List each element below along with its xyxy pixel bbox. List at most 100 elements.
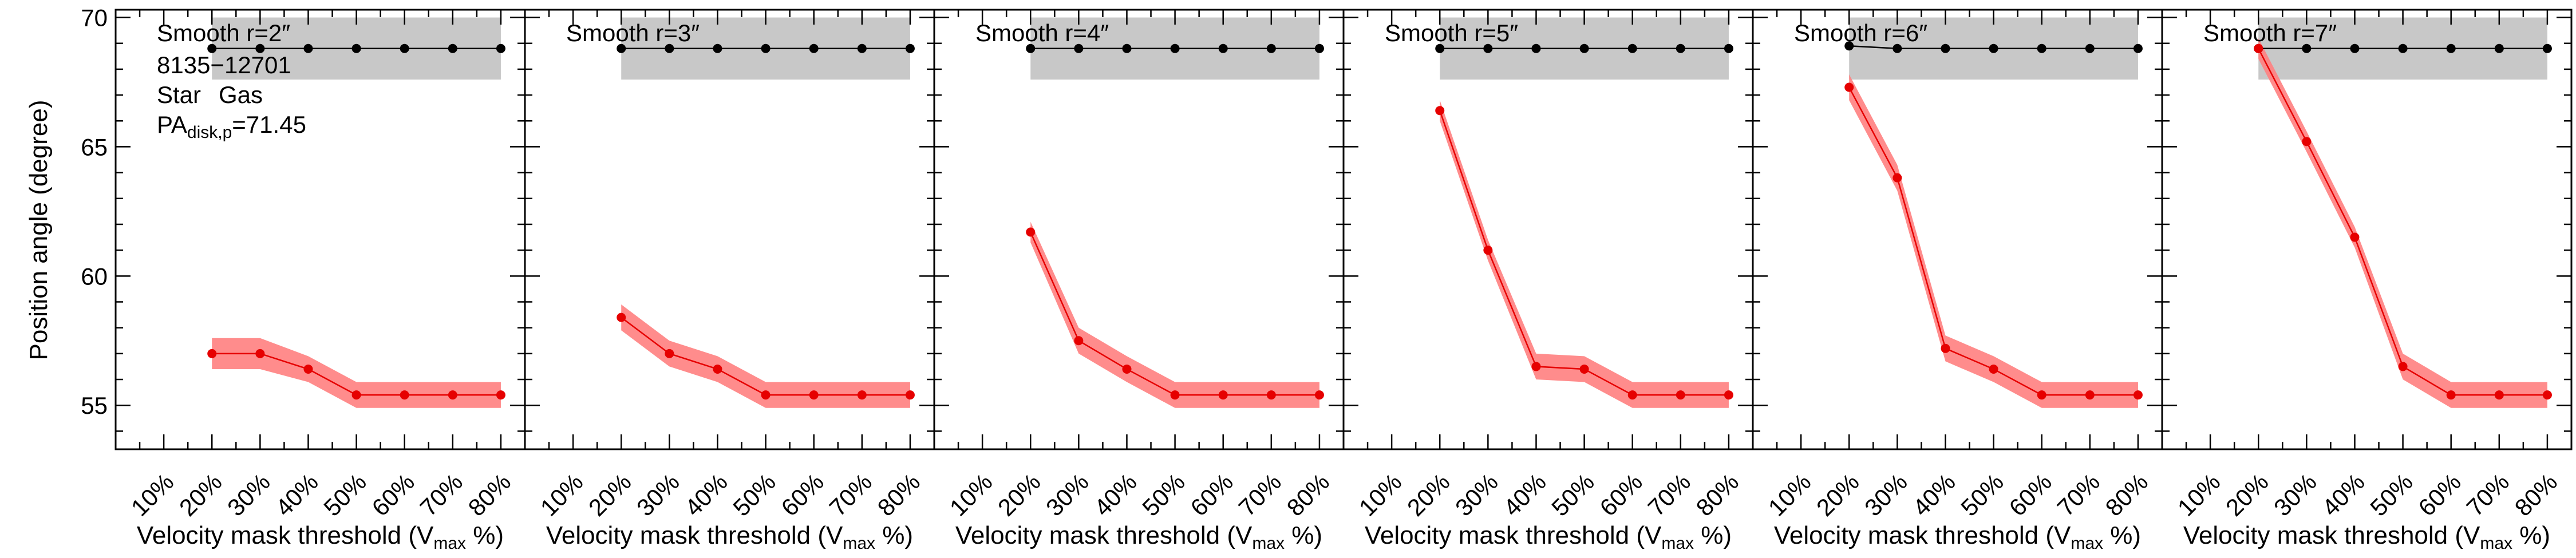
panel-title: Smooth r=4″ xyxy=(975,19,1109,46)
star-point xyxy=(2350,43,2360,53)
gas-point xyxy=(713,364,722,374)
gas-point xyxy=(1218,390,1228,400)
star-point xyxy=(2302,43,2312,53)
x-tick-label: 30% xyxy=(631,468,685,521)
gas-point xyxy=(2494,390,2504,400)
star-point xyxy=(400,43,409,53)
star-point xyxy=(617,43,626,53)
gas-line xyxy=(1439,110,1729,396)
panel-plot-area xyxy=(2254,17,2552,408)
legend-gas-label: Gas xyxy=(219,81,263,108)
x-tick-label: 50% xyxy=(1137,468,1190,521)
x-tick-label: 80% xyxy=(2510,468,2563,521)
x-axis-label: Velocity mask threshold (Vmax %) xyxy=(1774,521,2141,553)
gas-point xyxy=(2542,390,2552,400)
x-tick-label: 60% xyxy=(2004,468,2057,521)
gas-point xyxy=(1531,362,1541,371)
panel-plot-area xyxy=(1026,17,1324,408)
gas-point xyxy=(617,312,626,322)
x-tick-label: 70% xyxy=(2052,468,2105,521)
gas-point xyxy=(448,390,457,400)
star-point xyxy=(2133,43,2143,53)
gas-point xyxy=(303,364,313,374)
gas-point xyxy=(761,390,771,400)
star-point xyxy=(857,43,867,53)
gas-point xyxy=(665,349,674,358)
gas-band xyxy=(1849,74,2138,408)
star-point xyxy=(1435,43,1445,53)
x-tick-label: 50% xyxy=(318,468,372,521)
star-point xyxy=(2085,43,2095,53)
gas-point xyxy=(809,390,819,400)
gas-point xyxy=(400,390,409,400)
star-point xyxy=(1893,43,1902,53)
x-tick-label: 40% xyxy=(2317,468,2370,521)
panel-plot-area xyxy=(617,17,915,408)
gas-point xyxy=(1989,364,1998,374)
gas-point xyxy=(1724,390,1733,400)
star-point xyxy=(2494,43,2504,53)
star-point xyxy=(1844,41,1854,51)
x-tick-label: 80% xyxy=(2100,468,2154,521)
x-tick-label: 10% xyxy=(1763,468,1816,521)
gas-point xyxy=(2133,390,2143,400)
panel-2: 10%20%30%40%50%60%70%80%Velocity mask th… xyxy=(524,9,935,553)
star-point xyxy=(1579,43,1589,53)
gas-point xyxy=(496,390,505,400)
y-axis-label: Position angle (degree) xyxy=(25,100,53,361)
gas-point xyxy=(2037,390,2046,400)
star-point xyxy=(1074,43,1084,53)
star-point xyxy=(713,43,722,53)
gas-band xyxy=(1030,221,1319,408)
star-point xyxy=(1483,43,1493,53)
star-point xyxy=(905,43,915,53)
gas-point xyxy=(2085,390,2095,400)
x-tick-label: 40% xyxy=(1089,468,1142,521)
star-point xyxy=(2398,43,2408,53)
star-point xyxy=(1724,43,1733,53)
gas-point xyxy=(2254,43,2263,53)
gas-point xyxy=(1676,390,1685,400)
star-point xyxy=(448,43,457,53)
x-tick-label: 80% xyxy=(1691,468,1744,521)
gas-point xyxy=(1627,390,1637,400)
gas-point xyxy=(1893,173,1902,183)
y-tick-label: 65 xyxy=(81,133,108,160)
gas-point xyxy=(1435,106,1445,116)
x-tick-label: 30% xyxy=(222,468,275,521)
panels: 5560657010%20%30%40%50%60%70%80%Velocity… xyxy=(81,5,2573,553)
x-tick-label: 20% xyxy=(1402,468,1455,521)
x-tick-label: 40% xyxy=(679,468,733,521)
x-tick-label: 20% xyxy=(993,468,1046,521)
panel-3: 10%20%30%40%50%60%70%80%Velocity mask th… xyxy=(933,9,1345,553)
gas-line xyxy=(1848,86,2138,396)
x-tick-label: 40% xyxy=(270,468,323,521)
panel-plot-area xyxy=(1844,17,2143,408)
y-tick-label: 60 xyxy=(81,263,108,290)
panel-title: Smooth r=2″ xyxy=(157,19,290,46)
panel-plot-area xyxy=(207,17,505,408)
gas-band xyxy=(1440,100,1729,408)
gas-point xyxy=(2398,362,2408,371)
star-point xyxy=(1941,43,1950,53)
gas-line xyxy=(2258,48,2547,396)
x-tick-label: 70% xyxy=(415,468,468,521)
gas-point xyxy=(857,390,867,400)
panel-6: 10%20%30%40%50%60%70%80%Velocity mask th… xyxy=(2161,9,2573,553)
x-tick-label: 70% xyxy=(824,468,878,521)
gas-point xyxy=(255,349,265,358)
x-tick-label: 20% xyxy=(174,468,227,521)
gas-point xyxy=(2302,137,2312,147)
star-point xyxy=(1170,43,1180,53)
gas-point xyxy=(1170,390,1180,400)
star-point xyxy=(255,43,265,53)
x-axis-label: Velocity mask threshold (Vmax %) xyxy=(137,521,504,553)
x-tick-label: 50% xyxy=(1546,468,1599,521)
star-point xyxy=(1314,43,1324,53)
panel-title: Smooth r=5″ xyxy=(1385,19,1518,46)
x-tick-label: 10% xyxy=(945,468,998,521)
x-tick-label: 50% xyxy=(1955,468,2009,521)
gas-point xyxy=(207,349,217,358)
gas-band xyxy=(2258,38,2547,408)
panel-title: Smooth r=3″ xyxy=(566,19,700,46)
